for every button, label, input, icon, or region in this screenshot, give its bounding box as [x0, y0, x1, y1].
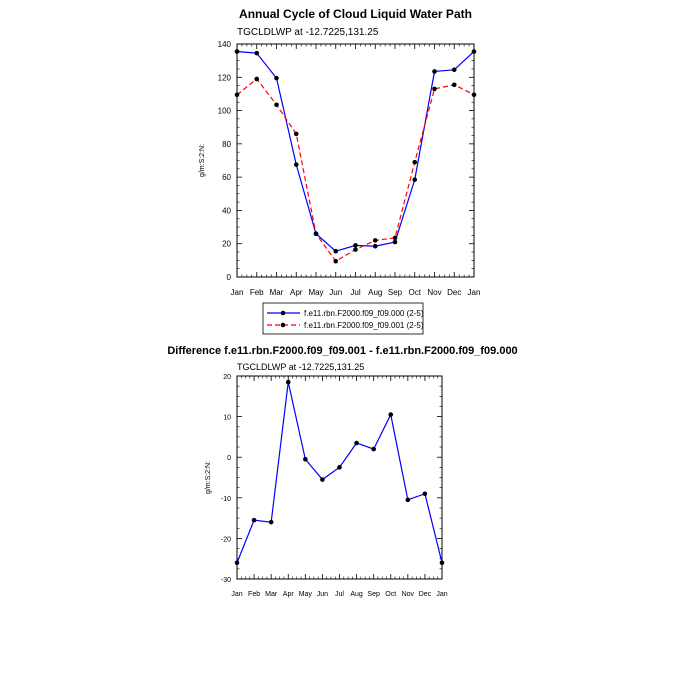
x-tick-label: Mar — [270, 288, 284, 297]
x-tick-label: Oct — [385, 591, 396, 598]
series-line-2 — [236, 78, 475, 262]
data-point — [412, 177, 418, 182]
y-axis-label: g/m:S:2:N: — [205, 461, 212, 494]
x-tick-label: Oct — [409, 288, 422, 297]
y-tick-label: 140 — [218, 40, 232, 49]
y-tick-label: 80 — [222, 140, 231, 149]
data-point — [234, 49, 240, 54]
data-point — [333, 248, 339, 254]
x-tick-label: Jan — [231, 591, 242, 598]
data-point — [285, 379, 291, 385]
data-point — [303, 456, 308, 462]
legend-marker — [280, 322, 286, 328]
x-tick-label: Sep — [367, 591, 380, 598]
x-tick-label: Dec — [447, 288, 461, 297]
x-tick-label: Feb — [248, 591, 260, 598]
plot-frame — [236, 43, 475, 278]
data-point — [371, 446, 376, 452]
data-point — [234, 560, 240, 566]
data-point — [333, 258, 339, 264]
x-tick-label: May — [308, 288, 323, 297]
y-tick-label: -20 — [221, 536, 231, 543]
data-point — [451, 67, 457, 73]
legend-marker — [280, 310, 286, 316]
x-tick-label: Sep — [388, 288, 403, 297]
y-tick-label: 0 — [227, 273, 232, 282]
legend: f.e11.rbn.F2000.f09_f09.000 (2-5) f.e11.r… — [262, 302, 424, 335]
x-tick-label: Jan — [468, 288, 481, 297]
y-tick-label: 40 — [222, 206, 231, 215]
x-tick-label: Jan — [436, 591, 447, 598]
data-point — [293, 162, 299, 167]
data-point — [234, 92, 240, 98]
x-tick-label: Apr — [283, 591, 295, 598]
data-point — [274, 75, 279, 81]
chart-2: Difference f.e11.rbn.F2000.f09_f09.001 -… — [167, 345, 517, 598]
chart-subtitle: TGCLDLWP at -12.7225,131.25 — [237, 362, 364, 372]
data-point — [471, 92, 477, 98]
y-tick-label: 10 — [223, 415, 231, 422]
data-point — [254, 76, 260, 82]
chart-subtitle: TGCLDLWP at -12.7225,131.25 — [237, 27, 379, 38]
x-tick-label: Jul — [350, 288, 360, 297]
data-point — [432, 69, 437, 74]
y-axis-label: g/m:S:2:N: — [199, 144, 206, 177]
chart-title: Difference f.e11.rbn.F2000.f09_f09.001 -… — [167, 345, 517, 357]
data-point — [392, 239, 398, 245]
x-tick-label: Feb — [250, 288, 264, 297]
series-line-1 — [236, 381, 443, 563]
legend-box — [262, 302, 424, 335]
chart-1: Annual Cycle of Cloud Liquid Water Path T… — [199, 7, 481, 335]
x-tick-label: Nov — [427, 288, 441, 297]
data-point — [388, 412, 394, 417]
x-tick-label: Aug — [350, 591, 363, 598]
data-point — [353, 247, 358, 252]
x-tick-label: Dec — [419, 591, 432, 598]
x-tick-label: Aug — [368, 288, 382, 297]
x-tick-label: Jul — [335, 591, 344, 598]
y-tick-label: 100 — [218, 107, 232, 116]
y-tick-label: 0 — [227, 455, 231, 462]
y-tick-label: -30 — [221, 577, 231, 584]
data-point — [422, 491, 428, 497]
y-tick-label: 20 — [223, 374, 231, 381]
data-point — [320, 477, 325, 482]
chart-title: Annual Cycle of Cloud Liquid Water Path — [239, 7, 472, 21]
x-tick-label: Jun — [317, 591, 328, 598]
x-tick-label: Jun — [329, 288, 342, 297]
data-point — [451, 82, 457, 88]
y-tick-label: 60 — [222, 173, 231, 182]
y-tick-label: -10 — [221, 496, 231, 503]
x-tick-label: Mar — [265, 591, 278, 598]
data-point — [432, 86, 437, 92]
data-point — [471, 49, 477, 54]
data-point — [372, 238, 378, 243]
y-tick-label: 120 — [218, 73, 232, 82]
legend-label-1: f.e11.rbn.F2000.f09_f09.000 (2-5) — [304, 309, 424, 318]
data-point — [405, 497, 411, 503]
data-point — [372, 243, 378, 249]
data-point — [254, 50, 260, 56]
data-point — [313, 231, 319, 237]
data-point — [412, 159, 418, 165]
series-line-1 — [236, 50, 475, 252]
x-tick-label: May — [299, 591, 313, 598]
data-point — [354, 440, 359, 446]
x-tick-label: Apr — [290, 288, 303, 297]
data-point — [353, 243, 358, 248]
data-point — [268, 519, 274, 525]
x-tick-label: Nov — [402, 591, 415, 598]
plot-frame — [236, 375, 443, 580]
data-point — [337, 465, 342, 470]
y-tick-label: 20 — [222, 240, 231, 249]
legend-label-2: f.e11.rbn.F2000.f09_f09.001 (2-5) — [304, 321, 424, 330]
x-tick-label: Jan — [231, 288, 244, 297]
data-point — [274, 102, 279, 108]
data-point — [392, 235, 398, 241]
data-point — [439, 560, 445, 566]
data-point — [251, 517, 257, 523]
data-point — [293, 131, 299, 137]
